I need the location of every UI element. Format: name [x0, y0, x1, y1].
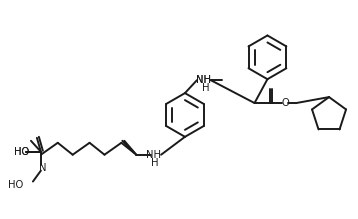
Text: NH: NH — [146, 150, 161, 160]
Text: N: N — [39, 163, 47, 173]
Text: HO: HO — [8, 180, 23, 189]
Text: NH: NH — [196, 75, 211, 85]
Text: O: O — [281, 98, 289, 108]
Text: NH: NH — [196, 75, 211, 85]
Text: HO: HO — [14, 147, 29, 157]
Text: HO: HO — [14, 147, 29, 157]
Text: H: H — [202, 83, 209, 93]
Text: H: H — [151, 158, 159, 168]
